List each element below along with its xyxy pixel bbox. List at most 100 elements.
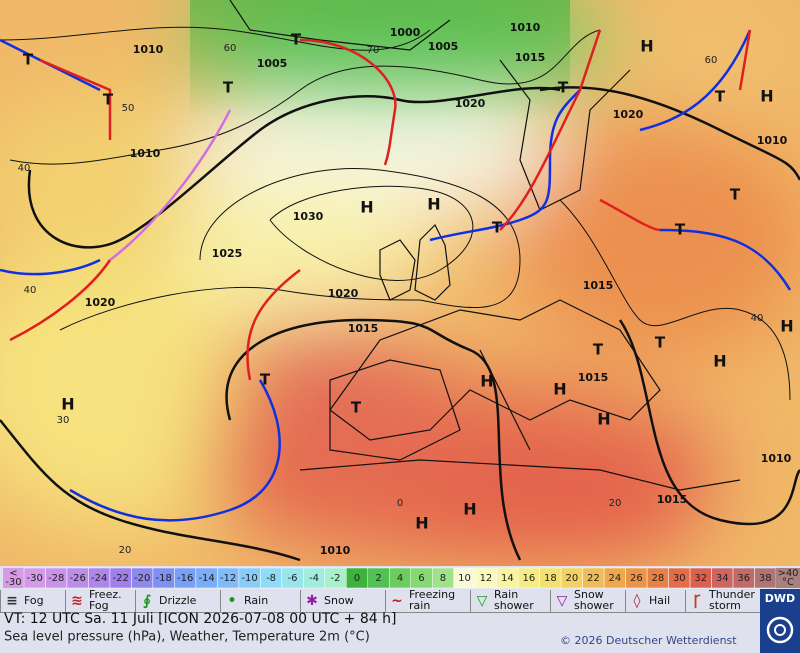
scale-label: -14 <box>198 573 214 584</box>
pressure-label: 1030 <box>293 210 324 223</box>
high-pressure-center: H <box>427 195 440 214</box>
scale-label: -20 <box>134 573 150 584</box>
temperature-label: 50 <box>122 103 135 114</box>
scale-label: -28 <box>48 573 64 584</box>
pressure-label: 1020 <box>328 287 359 300</box>
scale-label: 16 <box>523 573 536 584</box>
weather-icon: ◊ <box>634 593 641 609</box>
scale-label: 20 <box>566 573 579 584</box>
scale-label: -30 <box>27 573 43 584</box>
scale-label: 2 <box>375 573 381 584</box>
scale-label: 26 <box>630 573 643 584</box>
low-pressure-center: T <box>593 341 604 359</box>
scale-label: -10 <box>241 573 257 584</box>
weather-legend-label: Thunder <box>708 588 755 601</box>
pressure-label: 1005 <box>428 40 459 53</box>
scale-label: 34 <box>716 573 729 584</box>
temperature-label: 20 <box>119 545 132 556</box>
temperature-label: 60 <box>705 55 718 66</box>
scale-label: >40 <box>777 568 798 579</box>
weather-icon: ~ <box>391 593 403 609</box>
low-pressure-center: T <box>260 371 271 389</box>
low-pressure-center: T <box>675 221 686 239</box>
scale-label: °C <box>782 577 794 588</box>
temperature-label: 40 <box>24 285 37 296</box>
scale-label: -8 <box>266 573 276 584</box>
scale-label: 38 <box>759 573 772 584</box>
high-pressure-center: H <box>61 395 74 414</box>
pressure-label: 1015 <box>578 371 609 384</box>
scale-label: -16 <box>177 573 193 584</box>
fronts <box>0 29 792 522</box>
scale-cell <box>776 568 800 588</box>
high-pressure-center: H <box>480 372 493 391</box>
scale-label: 10 <box>458 573 471 584</box>
low-pressure-center: T <box>351 399 362 417</box>
description: Sea level pressure (hPa), Weather, Tempe… <box>4 630 370 645</box>
low-pressure-center: T <box>730 186 741 204</box>
weather-icon: ≡ <box>6 593 18 609</box>
weather-legend-label: Rain <box>244 594 268 607</box>
scale-label: < <box>9 568 17 579</box>
weather-icon: ✱ <box>306 593 318 609</box>
scale-cell <box>3 568 24 588</box>
weather-icon: ▽ <box>557 593 568 609</box>
scale-label: 0 <box>354 573 360 584</box>
temperature-label: 0 <box>397 498 403 509</box>
dwd-logo: DWD <box>760 589 800 653</box>
pressure-label: 1020 <box>613 108 644 121</box>
color-scale: <-30 -30 -28 -26 -24 -22 -20 -18 -16 -14 -12 -10 -8-… <box>3 567 800 589</box>
scale-label: 18 <box>544 573 557 584</box>
scale-label: -22 <box>113 573 129 584</box>
pressure-label: 1010 <box>130 147 161 160</box>
scale-label: -6 <box>288 573 298 584</box>
weather-legend-label: Snow <box>324 594 354 607</box>
low-pressure-center: T <box>23 51 34 69</box>
copyright: © 2026 Deutscher Wetterdienst <box>560 634 737 647</box>
valid-time: VT: 12 UTC Sa. 11 Juli [ICON 2026-07-08 … <box>4 611 396 627</box>
high-pressure-center: H <box>760 87 773 106</box>
weather-legend-label: Hail <box>649 594 670 607</box>
scale-label: 28 <box>651 573 664 584</box>
pressure-label: 1010 <box>510 21 541 34</box>
weather-legend: ≡ Fog ≋ Freez.Fog ∮ Drizzle • Rain ✱ Snow ~ Freezin… <box>0 588 760 613</box>
temperature-label: 40 <box>18 163 31 174</box>
weather-icon: Ꞅ <box>694 593 701 609</box>
scale-label: 22 <box>587 573 600 584</box>
pressure-label: 1010 <box>757 134 788 147</box>
pressure-label: 1015 <box>348 322 379 335</box>
high-pressure-center: H <box>640 37 653 56</box>
low-pressure-center: T <box>492 219 503 237</box>
scale-label: 4 <box>397 573 403 584</box>
weather-legend-label: Rain <box>494 588 518 601</box>
temperature-field <box>0 0 800 566</box>
scale-label: -26 <box>70 573 86 584</box>
map-labels: 1010 1010 1000 1005 1005 1015 1020 1020 1010 1010… <box>18 21 794 557</box>
pressure-label: 1015 <box>657 493 688 506</box>
scale-label: -24 <box>91 573 107 584</box>
scale-label: 6 <box>418 573 424 584</box>
scale-label: 32 <box>694 573 707 584</box>
scale-label: 14 <box>501 573 514 584</box>
weather-legend-label: shower <box>494 599 534 612</box>
high-pressure-center: H <box>597 410 610 429</box>
temperature-label: 20 <box>609 498 622 509</box>
weather-icon: ≋ <box>71 593 83 609</box>
scale-label: 36 <box>737 573 750 584</box>
weather-legend-label: Fog <box>89 599 109 612</box>
scale-label: 30 <box>673 573 686 584</box>
low-pressure-center: T <box>103 91 114 109</box>
weather-legend-label: Snow <box>574 588 604 601</box>
temperature-label: 40 <box>751 313 764 324</box>
scale-label: -30 <box>5 577 21 588</box>
high-pressure-center: H <box>713 352 726 371</box>
pressure-label: 1010 <box>133 43 164 56</box>
high-pressure-center: H <box>553 380 566 399</box>
temperature-label: 70 <box>367 45 380 56</box>
scale-label: 12 <box>480 573 493 584</box>
low-pressure-center: T <box>291 31 302 49</box>
pressure-label: 1010 <box>761 452 792 465</box>
scale-label: 8 <box>440 573 446 584</box>
